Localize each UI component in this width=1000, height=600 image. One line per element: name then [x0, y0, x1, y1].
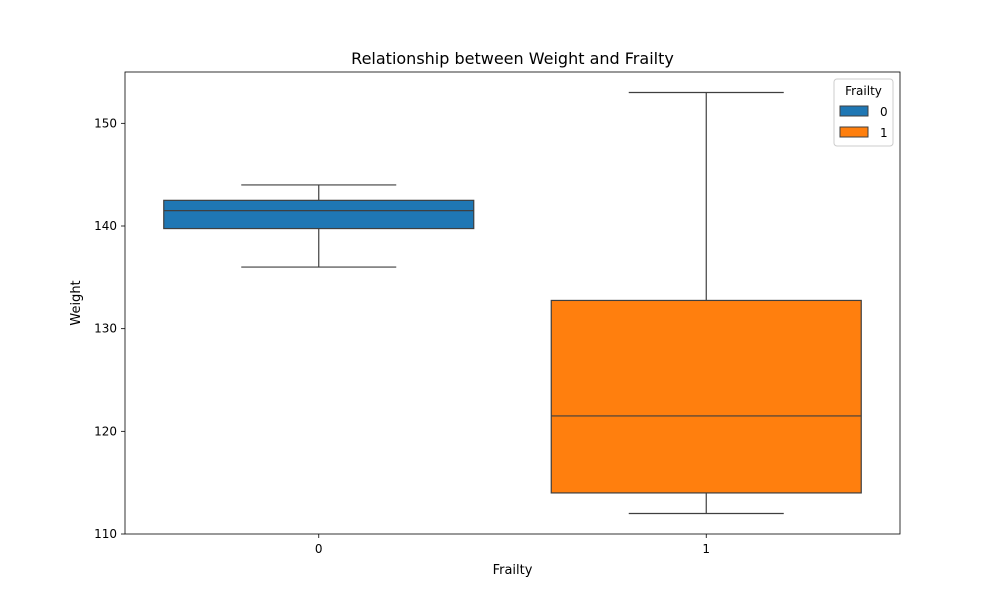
y-tick-label: 130: [94, 322, 117, 336]
box-group-1: [550, 91, 862, 515]
chart-title: Relationship between Weight and Frailty: [351, 49, 674, 68]
legend-title: Frailty: [845, 84, 882, 98]
plot-area: [163, 91, 862, 515]
x-tick-label: 1: [702, 542, 710, 556]
legend-label-1: 1: [880, 126, 888, 140]
legend-swatch-1: [839, 126, 869, 138]
y-axis-label: Weight: [69, 280, 84, 325]
legend-label-0: 0: [880, 105, 888, 119]
y-tick-label: 120: [94, 424, 117, 438]
box-group-0: [163, 184, 475, 268]
legend-swatch-0: [839, 105, 869, 117]
x-tick-label: 0: [315, 542, 323, 556]
axes-frame: [124, 71, 901, 535]
y-axis: 110 120 130 140 150: [94, 116, 125, 541]
y-tick-label: 150: [94, 116, 117, 130]
y-tick-label: 110: [94, 527, 117, 541]
x-axis-label: Frailty: [493, 563, 533, 578]
box-1: [550, 299, 862, 494]
y-tick-label: 140: [94, 219, 117, 233]
legend: Frailty 0 1: [833, 78, 894, 147]
box-0: [163, 199, 475, 230]
